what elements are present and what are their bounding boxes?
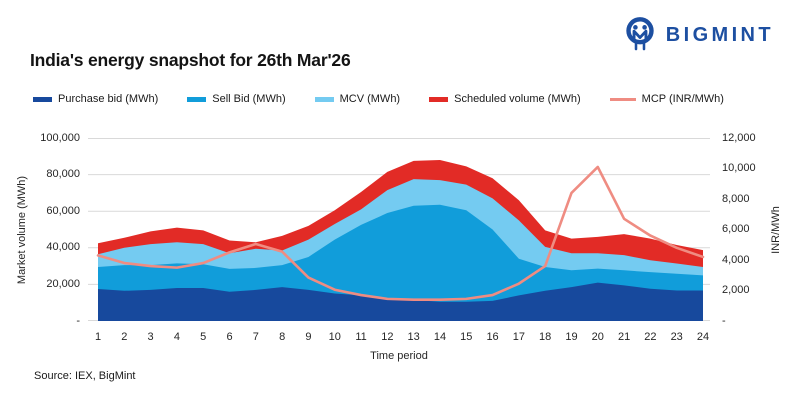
x-axis-tick: 1: [94, 331, 102, 343]
x-axis-tick: 22: [644, 331, 657, 343]
right-axis-tick: 6,000: [722, 223, 750, 235]
legend-swatch-mcp-icon: [609, 97, 636, 101]
legend-item-sell: Sell Bid (MWh): [187, 93, 286, 105]
x-axis-tick: 21: [617, 331, 631, 343]
right-axis-ticks: 12,000 10,000 8,000 6,000 4,000 2,000 -: [722, 132, 782, 327]
x-axis-title: Time period: [370, 350, 428, 362]
x-axis-tick: 4: [173, 331, 180, 343]
x-axis-tick: 15: [460, 331, 473, 343]
x-axis-tick: 3: [147, 331, 154, 343]
legend-swatch-mcv-icon: [314, 96, 334, 102]
x-axis-tick: 12: [381, 331, 394, 343]
right-axis-tick: 10,000: [722, 162, 756, 174]
right-axis-tick: 4,000: [722, 253, 750, 266]
x-axis-tick: 2: [121, 331, 128, 343]
legend-swatch-scheduled-icon: [429, 96, 449, 102]
bigmint-logo-text: BIGMINT: [665, 23, 774, 46]
chart-legend: Purchase bid (MWh) Sell Bid (MWh) MCV (MWh…: [33, 93, 724, 105]
right-axis-tick: 12,000: [722, 131, 756, 144]
legend-label: MCP (INR/MWh): [641, 93, 724, 105]
plot-area: [88, 138, 710, 321]
left-axis-tick: 60,000: [46, 204, 80, 217]
legend-item-mcv: MCV (MWh): [314, 93, 401, 105]
right-axis-tick: 2,000: [722, 284, 750, 296]
legend-label: Sell Bid (MWh): [212, 93, 286, 105]
right-axis-tick: 8,000: [722, 192, 750, 205]
bigmint-logo: BIGMINT: [623, 15, 774, 55]
x-axis-tick: 6: [226, 331, 233, 343]
legend-label: Purchase bid (MWh): [58, 93, 159, 105]
left-axis-tick: 80,000: [46, 168, 80, 181]
x-axis-tick: 19: [565, 331, 578, 343]
bigmint-logo-icon: [626, 17, 654, 51]
mcp-line: [96, 165, 705, 301]
x-axis-tick: 17: [512, 331, 525, 343]
chart-title: India's energy snapshot for 26th Mar'26: [30, 50, 351, 70]
x-axis-tick: 8: [279, 331, 286, 343]
x-axis-tick: 13: [407, 331, 420, 343]
x-axis-tick: 16: [486, 331, 499, 343]
legend-swatch-purchase-icon: [33, 96, 52, 102]
x-axis-tick: 11: [355, 331, 367, 343]
legend-item-scheduled: Scheduled volume (MWh): [429, 93, 581, 105]
x-axis-tick: 24: [696, 331, 710, 343]
left-axis-ticks: 100,000 80,000 60,000 40,000 20,000 -: [0, 132, 80, 327]
x-axis-ticks: 1 2 3 4 5 6 7 8 9 10 11 12 13 14 15 16 17 18 19 20 21 22 23 24: [88, 331, 710, 345]
right-axis-tick: -: [722, 314, 726, 327]
left-axis-tick: 20,000: [46, 277, 80, 290]
x-axis-tick: 9: [305, 331, 312, 343]
left-axis-tick: -: [76, 314, 80, 327]
left-axis-tick: 100,000: [40, 131, 80, 144]
x-axis-tick: 5: [200, 331, 207, 343]
x-axis-tick: 14: [433, 331, 447, 343]
left-axis-tick: 40,000: [46, 241, 80, 254]
legend-label: Scheduled volume (MWh): [454, 93, 581, 105]
legend-item-mcp: MCP (INR/MWh): [609, 93, 724, 105]
x-axis-tick: 10: [328, 331, 341, 343]
x-axis-tick: 18: [539, 331, 552, 343]
x-axis-tick: 20: [591, 331, 604, 343]
x-axis-tick: 7: [252, 331, 259, 343]
legend-swatch-sell-icon: [187, 96, 207, 102]
legend-item-purchase: Purchase bid (MWh): [33, 93, 158, 105]
x-axis-tick: 23: [670, 331, 683, 343]
area-purchase: [98, 282, 703, 321]
source-note: Source: IEX, BigMint: [34, 370, 136, 382]
legend-label: MCV (MWh): [339, 93, 401, 105]
